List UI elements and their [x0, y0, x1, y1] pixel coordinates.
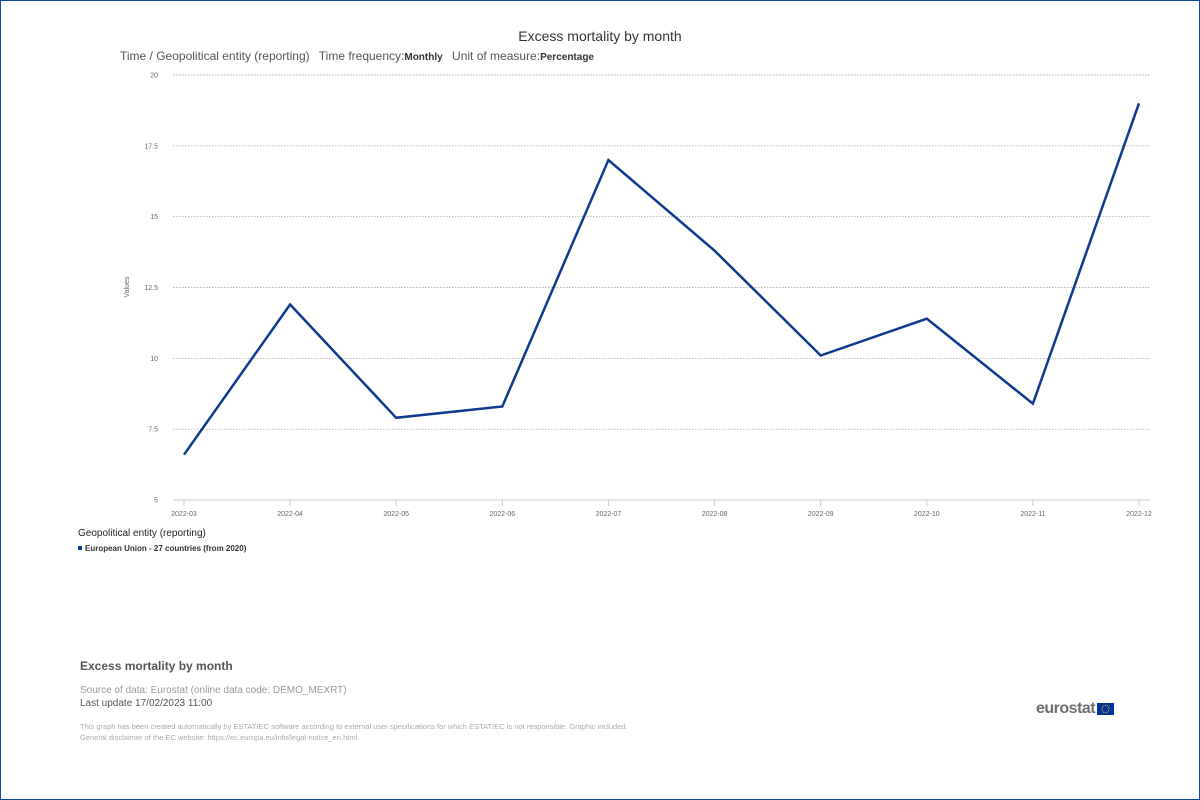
series-lines	[182, 102, 1141, 456]
x-tick-label: 2022-10	[914, 511, 940, 518]
legend-title: Geopolitical entity (reporting)	[78, 528, 206, 539]
flag-star	[1103, 711, 1105, 713]
footer-disclaimer: This graph has been created automaticall…	[80, 722, 628, 731]
subtitle-frequency-label: Time frequency:	[318, 49, 405, 63]
flag-star	[1108, 708, 1110, 710]
y-tick-label: 12.5	[144, 285, 158, 292]
x-tick-label: 2022-07	[596, 511, 622, 518]
series-line[interactable]	[182, 102, 1141, 456]
subtitle-unit-label: Unit of measure:	[452, 49, 541, 63]
y-tick-labels: 5 7.5 10 12.5 15 17.5 20	[144, 73, 158, 505]
y-tick-label: 17.5	[144, 143, 158, 150]
flag-star	[1103, 705, 1105, 707]
x-tick-labels: 2022-03 2022-04 2022-05 2022-06 2022-07 2022-…	[171, 511, 1152, 518]
x-tick-label: 2022-11	[1020, 511, 1045, 518]
y-tick-label: 5	[154, 498, 158, 505]
legend-item[interactable]: European Union - 27 countries (from 2020…	[78, 544, 246, 553]
footer-source: Source of data: Eurostat (online data co…	[80, 685, 347, 696]
y-tick-label: 7.5	[148, 427, 158, 434]
flag-star	[1101, 706, 1104, 708]
subtitle-unit-value: Percentage	[540, 52, 594, 63]
x-tick-label: 2022-08	[702, 511, 728, 518]
y-axis-label: Values	[124, 276, 131, 297]
legend-item-label: European Union - 27 countries (from 2020…	[85, 544, 247, 553]
grid-lines	[173, 74, 1150, 430]
flag-star	[1106, 711, 1108, 713]
flag-star	[1108, 710, 1110, 712]
y-tick-label: 20	[150, 73, 158, 80]
x-axis	[173, 499, 1150, 506]
footer-title: Excess mortality by month	[80, 659, 233, 673]
flag-star	[1108, 706, 1110, 708]
subtitle-frequency-value: Monthly	[404, 52, 443, 63]
x-tick-label: 2022-04	[277, 511, 303, 518]
x-tick-label: 2022-06	[489, 511, 515, 518]
flag-star	[1106, 705, 1108, 707]
footer-disclaimer-link: General disclaimer of the EC website: ht…	[80, 733, 358, 742]
eurostat-logo: eurostat	[1036, 700, 1115, 720]
y-tick-label: 15	[150, 214, 158, 221]
logo-text: eurostat	[1036, 700, 1096, 717]
flag-star	[1101, 708, 1103, 710]
flag-star	[1105, 704, 1107, 706]
y-tick-label: 10	[150, 356, 158, 363]
flag-star	[1105, 712, 1107, 714]
x-tick-label: 2022-12	[1126, 511, 1152, 518]
x-tick-label: 2022-03	[171, 511, 197, 518]
x-tick-label: 2022-05	[383, 511, 409, 518]
eu-flag-icon	[1097, 703, 1115, 715]
x-tick-label: 2022-09	[808, 511, 834, 518]
chart-subtitle: Time / Geopolitical entity (reporting) T…	[120, 49, 594, 63]
flag-star	[1101, 710, 1104, 712]
legend-swatch	[78, 546, 82, 550]
subtitle-dimension: Time / Geopolitical entity (reporting)	[120, 49, 310, 63]
footer-last-update: Last update 17/02/2023 11:00	[80, 698, 213, 709]
chart-title: Excess mortality by month	[518, 28, 682, 44]
